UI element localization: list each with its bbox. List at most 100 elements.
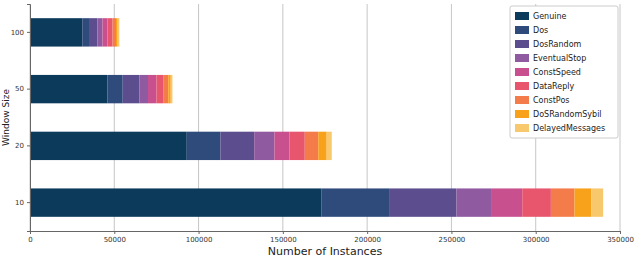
legend-swatch	[515, 124, 529, 132]
bar	[220, 132, 254, 160]
bar	[574, 188, 591, 216]
tick: 300000	[523, 231, 550, 244]
series	[30, 18, 322, 217]
tick-mark	[451, 231, 452, 234]
legend-item: ConstPos	[515, 96, 569, 105]
legend-item: DosRandom	[515, 40, 582, 49]
tick-label: 300000	[523, 236, 550, 244]
legend-swatch	[515, 68, 529, 76]
series	[102, 18, 522, 217]
legend-item: Genuine	[515, 12, 567, 21]
tick-mark	[27, 145, 30, 146]
legend-swatch	[515, 110, 529, 118]
legend-label: ConstSpeed	[533, 68, 581, 77]
tick-label: 0	[28, 236, 32, 244]
tick-label: 150000	[270, 236, 297, 244]
tick-mark	[620, 231, 621, 234]
tick: 100000	[186, 231, 213, 244]
bar	[522, 188, 551, 216]
tick: 350000	[607, 231, 634, 244]
x-axis-title: Number of Instances	[268, 245, 383, 258]
bar	[290, 132, 305, 160]
bar	[113, 18, 116, 46]
bar	[108, 18, 113, 46]
legend-swatch	[515, 82, 529, 90]
tick: 20	[15, 142, 30, 150]
legend-item: Dos	[515, 26, 548, 35]
bar	[123, 75, 140, 103]
tick: 50	[15, 85, 30, 93]
series	[89, 18, 456, 217]
tick: 0	[28, 231, 32, 244]
bars	[30, 18, 603, 217]
tick-mark	[27, 32, 30, 33]
bar	[140, 75, 148, 103]
legend-label: DosRandom	[533, 40, 582, 49]
bar	[305, 132, 318, 160]
bar	[327, 132, 332, 160]
tick-mark	[199, 231, 200, 234]
bar	[82, 18, 89, 46]
legend-box	[510, 6, 618, 138]
tick-mark	[27, 202, 30, 203]
legend: Genuine Dos DosRandom EventualStop ConstSpee…	[510, 6, 618, 138]
legend-item: DelayedMessages	[515, 124, 605, 133]
tick: 50000	[104, 231, 126, 244]
legend-swatch	[515, 26, 529, 34]
legend-swatch	[515, 96, 529, 104]
tick-mark	[536, 231, 537, 234]
legend-label: ConstPos	[533, 96, 569, 105]
bar	[163, 75, 168, 103]
chart: 0 50000 100000 150000 200000 250000 300000 3500…	[0, 0, 640, 267]
tick-label: 200000	[354, 236, 381, 244]
bar	[322, 188, 389, 216]
bar	[30, 188, 322, 216]
tick-label: 20	[15, 142, 24, 150]
tick: 150000	[270, 231, 297, 244]
bar	[30, 18, 82, 46]
bar	[456, 188, 491, 216]
tick-label: 350000	[607, 236, 634, 244]
bar	[389, 188, 456, 216]
axis-line	[27, 5, 31, 232]
legend-label: DoSRandomSybil	[533, 110, 602, 119]
tick: 10	[15, 199, 30, 207]
y-axis-title: Window Size	[1, 89, 11, 146]
series	[116, 18, 591, 217]
tick-label: 100	[11, 29, 24, 37]
bar	[551, 188, 575, 216]
bar	[30, 75, 108, 103]
legend-label: Dos	[533, 26, 548, 35]
tick: 200000	[354, 231, 381, 244]
bar	[118, 18, 120, 46]
legend-swatch	[515, 40, 529, 48]
bar	[116, 18, 118, 46]
tick-label: 50000	[104, 236, 126, 244]
bar	[318, 132, 326, 160]
series	[108, 18, 551, 217]
legend-item: EventualStop	[515, 54, 586, 63]
plot: 0 50000 100000 150000 200000 250000 300000 3500…	[11, 4, 634, 244]
bar	[156, 75, 163, 103]
tick-mark	[283, 231, 284, 234]
legend-item: ConstSpeed	[515, 68, 581, 77]
bar	[492, 188, 522, 216]
legend-label: EventualStop	[533, 54, 586, 63]
tick-label: 250000	[439, 236, 466, 244]
tick-mark	[27, 89, 30, 90]
bar	[254, 132, 274, 160]
legend-label: DelayedMessages	[533, 124, 605, 133]
axis-line	[31, 232, 621, 235]
bar	[274, 132, 289, 160]
tick-label: 50	[15, 85, 24, 93]
x-axis: 0 50000 100000 150000 200000 250000 300000 3500…	[28, 231, 634, 244]
bar	[148, 75, 156, 103]
grid-line	[620, 4, 621, 231]
bar	[102, 18, 107, 46]
grid	[30, 4, 620, 231]
tick-mark	[114, 231, 115, 234]
tick: 250000	[439, 231, 466, 244]
legend-item: DataReply	[515, 82, 575, 91]
legend-label: Genuine	[533, 12, 567, 21]
legend-item: DoSRandomSybil	[515, 110, 602, 119]
